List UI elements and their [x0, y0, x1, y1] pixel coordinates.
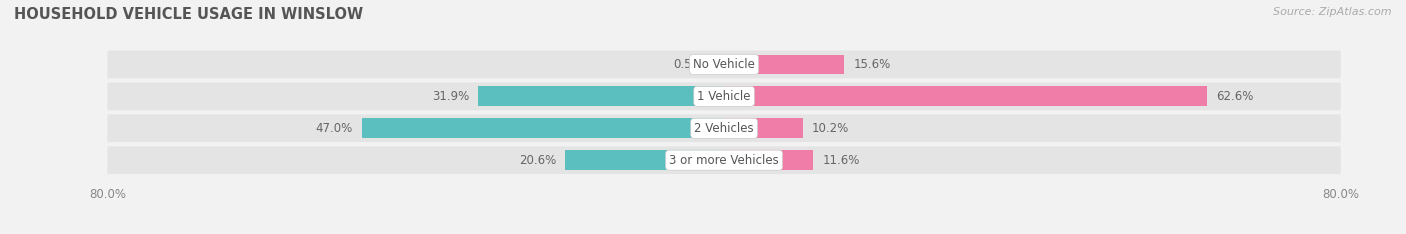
Text: 1 Vehicle: 1 Vehicle — [697, 90, 751, 103]
Text: 20.6%: 20.6% — [519, 154, 555, 167]
Text: 2 Vehicles: 2 Vehicles — [695, 122, 754, 135]
Text: 31.9%: 31.9% — [432, 90, 470, 103]
Bar — [478, 87, 724, 106]
Text: 15.6%: 15.6% — [853, 58, 891, 71]
Text: 62.6%: 62.6% — [1216, 90, 1253, 103]
FancyBboxPatch shape — [107, 146, 1341, 174]
Text: Source: ZipAtlas.com: Source: ZipAtlas.com — [1274, 7, 1392, 17]
Text: No Vehicle: No Vehicle — [693, 58, 755, 71]
Text: 3 or more Vehicles: 3 or more Vehicles — [669, 154, 779, 167]
Bar — [724, 87, 1206, 106]
Bar — [724, 55, 845, 74]
Legend: Owner-occupied, Renter-occupied: Owner-occupied, Renter-occupied — [589, 230, 859, 234]
Bar — [565, 150, 724, 170]
Bar — [361, 118, 724, 138]
Bar — [720, 55, 724, 74]
Text: 0.55%: 0.55% — [673, 58, 710, 71]
Text: 10.2%: 10.2% — [811, 122, 849, 135]
FancyBboxPatch shape — [107, 114, 1341, 142]
Text: 47.0%: 47.0% — [315, 122, 353, 135]
FancyBboxPatch shape — [107, 83, 1341, 110]
Text: 11.6%: 11.6% — [823, 154, 860, 167]
Bar — [724, 150, 814, 170]
FancyBboxPatch shape — [107, 51, 1341, 78]
Bar — [724, 118, 803, 138]
Text: HOUSEHOLD VEHICLE USAGE IN WINSLOW: HOUSEHOLD VEHICLE USAGE IN WINSLOW — [14, 7, 363, 22]
